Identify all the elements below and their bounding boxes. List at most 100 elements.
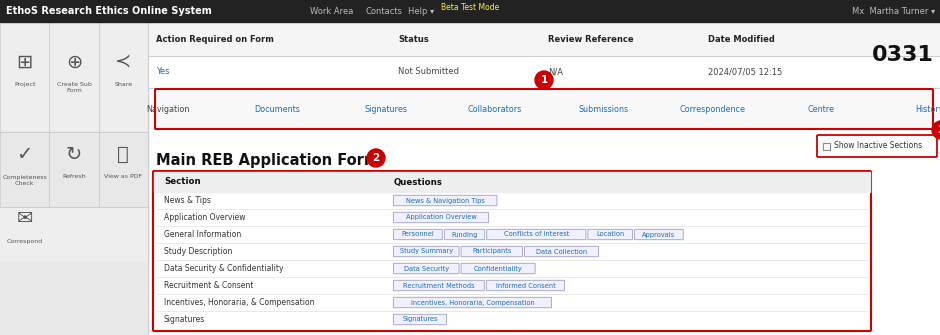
Text: News & Tips: News & Tips	[164, 196, 211, 205]
Bar	[99, 22, 148, 132]
Text: ↻: ↻	[66, 145, 82, 164]
Text: ⊕: ⊕	[66, 53, 82, 71]
Text: EthoS Research Ethics Online System: EthoS Research Ethics Online System	[6, 6, 212, 16]
Bar	[0, 0, 940, 22]
FancyBboxPatch shape	[445, 229, 485, 240]
Bar	[49, 132, 99, 207]
Text: Incentives, Honoraria, Compensation: Incentives, Honoraria, Compensation	[411, 299, 534, 306]
FancyBboxPatch shape	[394, 280, 484, 291]
Text: Show Inactive Sections: Show Inactive Sections	[834, 141, 922, 150]
Text: General Information: General Information	[164, 230, 242, 239]
FancyBboxPatch shape	[153, 171, 871, 331]
Text: Help ▾: Help ▾	[408, 6, 434, 15]
Text: Action Required on Form: Action Required on Form	[156, 35, 274, 44]
FancyBboxPatch shape	[394, 229, 443, 240]
Text: Informed Consent: Informed Consent	[495, 282, 556, 288]
Text: Incentives, Honoraria, & Compensation: Incentives, Honoraria, & Compensation	[164, 298, 315, 307]
FancyBboxPatch shape	[394, 212, 489, 223]
Text: Project: Project	[14, 82, 36, 87]
Bar	[0, 132, 148, 207]
Text: Centre: Centre	[807, 106, 835, 115]
Text: Approvals: Approvals	[642, 231, 676, 238]
Text: Recruitment & Consent: Recruitment & Consent	[164, 281, 254, 290]
FancyBboxPatch shape	[486, 280, 565, 291]
Text: Participants: Participants	[472, 249, 511, 255]
Text: Correspondence: Correspondence	[680, 106, 745, 115]
Text: Contacts: Contacts	[365, 6, 402, 15]
FancyBboxPatch shape	[394, 246, 459, 257]
Text: Signatures: Signatures	[364, 106, 407, 115]
Text: Date Modified: Date Modified	[708, 35, 775, 44]
Text: Signatures: Signatures	[164, 315, 205, 324]
FancyBboxPatch shape	[634, 229, 683, 240]
Text: ≺: ≺	[115, 53, 132, 71]
Text: N/A: N/A	[548, 67, 563, 76]
FancyBboxPatch shape	[487, 229, 586, 240]
Text: Refresh: Refresh	[62, 175, 86, 180]
FancyBboxPatch shape	[817, 135, 937, 157]
Text: History: History	[916, 106, 940, 115]
Bar	[154, 172, 870, 192]
Text: Recruitment Methods: Recruitment Methods	[403, 282, 475, 288]
Text: Collaborators: Collaborators	[467, 106, 522, 115]
Text: Navigation: Navigation	[147, 106, 190, 115]
Text: Data Collection: Data Collection	[536, 249, 588, 255]
Text: 3: 3	[937, 125, 940, 135]
Circle shape	[932, 121, 940, 139]
Text: ✉: ✉	[17, 209, 33, 228]
Text: Create Sub
Form: Create Sub Form	[56, 82, 91, 93]
Bar	[0, 22, 148, 335]
Text: Data Security & Confidentiality: Data Security & Confidentiality	[164, 264, 284, 273]
Text: Share: Share	[115, 82, 133, 87]
FancyBboxPatch shape	[462, 246, 523, 257]
FancyBboxPatch shape	[394, 297, 552, 308]
Text: 1: 1	[540, 75, 548, 85]
Text: Mx  Martha Turner ▾: Mx Martha Turner ▾	[852, 6, 935, 15]
Text: Submissions: Submissions	[578, 106, 629, 115]
Text: Funding: Funding	[451, 231, 478, 238]
FancyBboxPatch shape	[525, 246, 599, 257]
Bar	[148, 22, 940, 56]
Text: Main REB Application Form: Main REB Application Form	[156, 152, 379, 168]
Text: Documents: Documents	[254, 106, 300, 115]
FancyBboxPatch shape	[394, 314, 446, 325]
Text: Review Reference: Review Reference	[548, 35, 634, 44]
Text: ⊞: ⊞	[17, 53, 33, 71]
Circle shape	[367, 149, 385, 167]
Text: 🖨: 🖨	[118, 145, 129, 164]
Bar	[99, 132, 148, 207]
Text: 2: 2	[372, 153, 380, 163]
Bar	[0, 22, 49, 132]
Text: Confidentiality: Confidentiality	[474, 266, 523, 271]
FancyBboxPatch shape	[588, 229, 633, 240]
Bar	[148, 56, 940, 88]
Text: Status: Status	[398, 35, 429, 44]
Text: Location: Location	[596, 231, 624, 238]
Text: Yes: Yes	[156, 67, 169, 76]
Text: Section: Section	[164, 178, 200, 187]
Text: Application Overview: Application Overview	[406, 214, 477, 220]
Bar	[49, 22, 99, 132]
Text: Completeness
Check: Completeness Check	[2, 175, 47, 186]
Text: ✓: ✓	[17, 145, 33, 164]
Bar	[0, 132, 49, 207]
Text: Not Submitted: Not Submitted	[398, 67, 459, 76]
Bar	[0, 207, 148, 260]
FancyBboxPatch shape	[394, 263, 459, 274]
Text: Data Security: Data Security	[404, 266, 449, 271]
Text: Correspond: Correspond	[7, 239, 43, 244]
Text: Personnel: Personnel	[401, 231, 434, 238]
Circle shape	[535, 71, 553, 89]
Text: Application Overview: Application Overview	[164, 213, 245, 222]
Text: Work Area: Work Area	[310, 6, 353, 15]
Text: Beta Test Mode: Beta Test Mode	[441, 2, 499, 11]
Bar	[823, 142, 830, 149]
FancyBboxPatch shape	[394, 195, 497, 206]
Text: News & Navigation Tips: News & Navigation Tips	[406, 198, 485, 203]
Text: 2024/07/05 12:15: 2024/07/05 12:15	[708, 67, 782, 76]
Text: Study Summary: Study Summary	[400, 249, 453, 255]
FancyBboxPatch shape	[155, 89, 933, 129]
Bar	[148, 22, 940, 335]
Text: Conflicts of Interest: Conflicts of Interest	[504, 231, 569, 238]
Text: Signatures: Signatures	[402, 317, 438, 323]
